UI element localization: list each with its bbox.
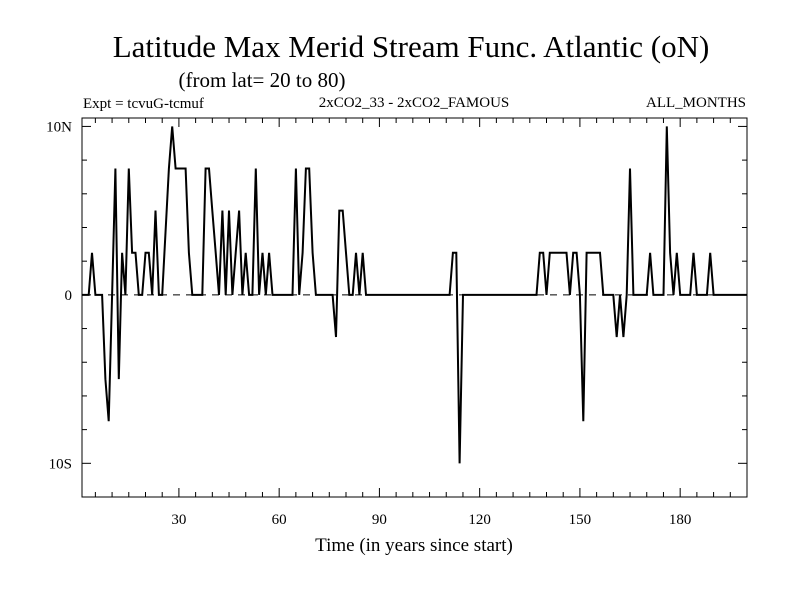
x-tick-label: 180 (669, 512, 692, 528)
x-tick-label: 90 (372, 512, 387, 528)
tick-labels: 30 60 90 120 150 180 10N 0 10S (46, 119, 691, 528)
period-label: ALL_MONTHS (646, 95, 746, 111)
chart-subtitle: (from lat= 20 to 80) (179, 68, 346, 92)
x-tick-label: 60 (272, 512, 287, 528)
y-tick-label: 0 (65, 288, 73, 304)
x-tick-label: 120 (468, 512, 491, 528)
x-tick-label: 150 (569, 512, 592, 528)
series-line (82, 126, 747, 464)
tick-marks (82, 118, 747, 498)
plot-frame (81, 117, 748, 498)
expt-label: Expt = tcvuG-tcmuf (83, 96, 204, 112)
y-tick-label: 10S (49, 456, 72, 472)
x-axis-title: Time (in years since start) (315, 535, 513, 556)
y-tick-label: 10N (46, 119, 72, 135)
chart-title: Latitude Max Merid Stream Func. Atlantic… (113, 29, 710, 64)
comparison-label: 2xCO2_33 - 2xCO2_FAMOUS (319, 95, 510, 111)
x-tick-label: 30 (171, 512, 186, 528)
